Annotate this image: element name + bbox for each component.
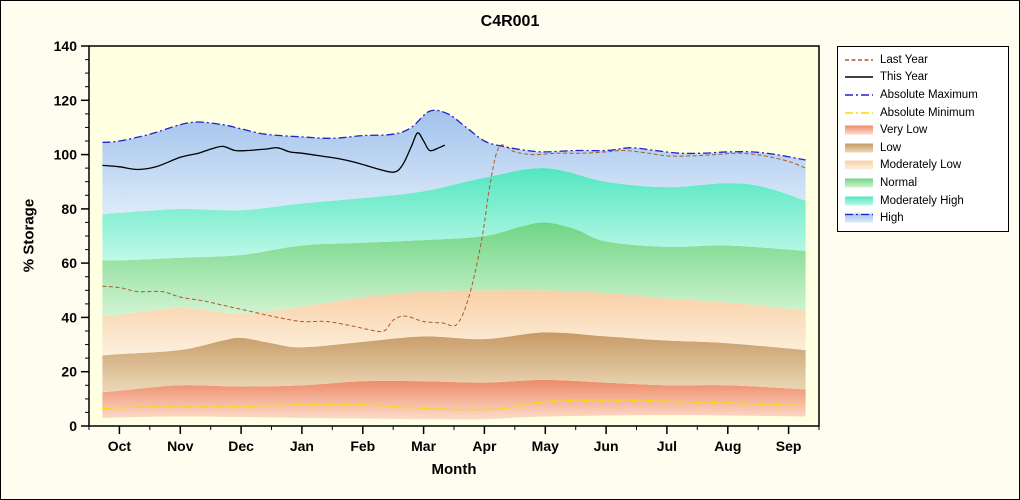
legend-line-swatch [844,89,874,101]
bands-layer [102,110,806,420]
x-tick-label: Nov [167,438,194,454]
band-moderately-high [102,168,806,261]
legend-band-swatch [844,212,874,224]
legend-band-swatch [844,124,874,136]
legend-label: Low [880,141,902,154]
x-tick-label: Dec [228,438,254,454]
y-tick-label: 20 [61,364,77,380]
legend-item-absolute-minimum: Absolute Minimum [844,104,1002,122]
legend: Last Year This Year Absolute Maximum Absolu… [837,46,1009,232]
y-tick-label: 140 [54,38,78,54]
legend-item-moderately-high: Moderately High [844,192,1002,210]
axes-layer [81,45,820,434]
x-tick-label: Jan [290,438,314,454]
x-tick-label: Jul [657,438,677,454]
y-tick-label: 80 [61,201,77,217]
legend-band-swatch [844,195,874,207]
line-last-year [102,144,806,333]
band-normal [102,222,806,316]
legend-item-low: Low [844,139,1002,157]
legend-item-absolute-maximum: Absolute Maximum [844,86,1002,104]
legend-label: Absolute Maximum [880,88,978,101]
band-high [102,110,806,215]
x-tick-label: May [532,438,559,454]
legend-band-swatch [844,159,874,171]
x-tick-label: Jun [594,438,619,454]
band-very-low [102,379,806,420]
band-moderately-low [102,290,806,356]
legend-label: High [880,212,904,225]
legend-label: Absolute Minimum [880,106,975,119]
legend-item-last-year: Last Year [844,51,1002,69]
legend-label: This Year [880,71,928,84]
legend-item-this-year: This Year [844,69,1002,87]
line-absolute-maximum [102,109,806,161]
legend-item-normal: Normal [844,174,1002,192]
legend-item-moderately-low: Moderately Low [844,157,1002,175]
legend-label: Moderately High [880,194,964,207]
x-tick-label: Aug [714,438,741,454]
legend-label: Moderately Low [880,159,962,172]
x-tick-label: Oct [108,438,132,454]
legend-item-high: High [844,209,1002,227]
line-this-year [102,132,446,173]
legend-label: Normal [880,176,918,189]
legend-line-swatch [844,54,874,66]
band-low [102,332,806,393]
y-tick-label: 60 [61,255,77,271]
y-tick-label: 0 [69,418,77,434]
y-tick-label: 40 [61,309,77,325]
legend-line-swatch [844,107,874,119]
legend-item-very-low: Very Low [844,121,1002,139]
y-tick-label: 100 [54,147,78,163]
legend-label: Last Year [880,53,928,66]
legend-band-swatch [844,142,874,154]
tick-labels-layer: 0 20 40 60 80 100 120 140 Oct Nov Dec Jan Feb Mar Apr M… [54,38,802,454]
chart-title: C4R001 [480,13,540,30]
x-axis-label: Month [431,461,477,478]
x-tick-label: Apr [472,438,497,454]
x-tick-label: Mar [411,438,436,454]
y-tick-label: 120 [54,92,78,108]
legend-line-swatch [844,71,874,83]
x-tick-label: Feb [350,438,375,454]
lines-layer [102,109,806,411]
legend-label: Very Low [880,124,928,137]
legend-band-swatch [844,177,874,189]
x-tick-label: Sep [776,438,802,454]
